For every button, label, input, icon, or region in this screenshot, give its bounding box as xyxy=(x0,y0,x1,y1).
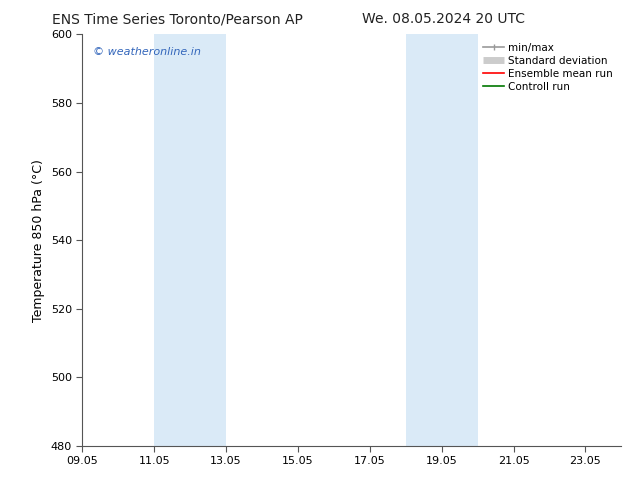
Y-axis label: Temperature 850 hPa (°C): Temperature 850 hPa (°C) xyxy=(32,159,45,321)
Text: We. 08.05.2024 20 UTC: We. 08.05.2024 20 UTC xyxy=(362,12,526,26)
Bar xyxy=(406,34,477,446)
Text: ENS Time Series Toronto/Pearson AP: ENS Time Series Toronto/Pearson AP xyxy=(52,12,303,26)
Legend: min/max, Standard deviation, Ensemble mean run, Controll run: min/max, Standard deviation, Ensemble me… xyxy=(480,40,616,95)
Text: © weatheronline.in: © weatheronline.in xyxy=(93,47,201,57)
Bar xyxy=(154,34,226,446)
